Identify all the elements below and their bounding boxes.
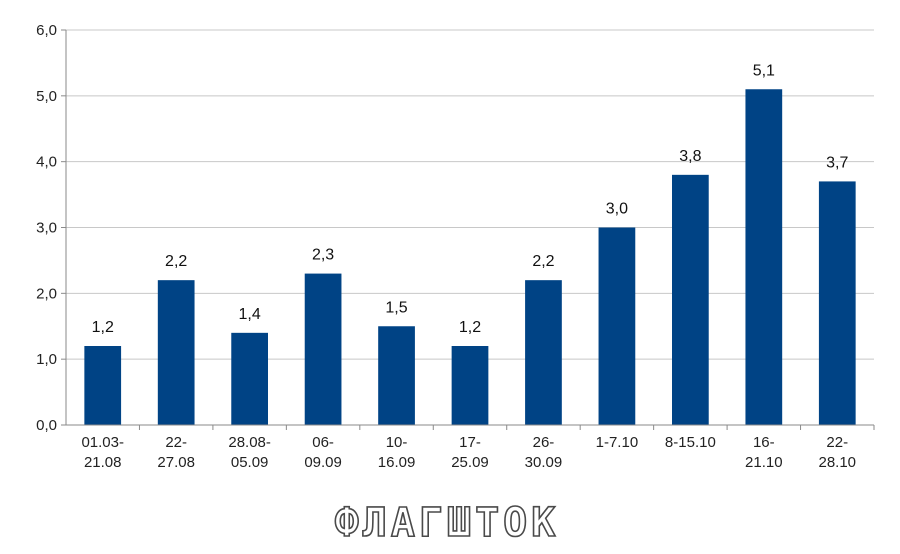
data-label: 2,2: [165, 253, 187, 270]
data-labels: 1,2 2,2 1,4 2,3 1,5 1,2 2,2 3,0 3,8 5,1 3,7: [92, 62, 849, 336]
y-tick-label: 1,0: [36, 351, 57, 368]
bars: [84, 89, 856, 425]
data-label: 5,1: [753, 62, 775, 79]
x-tick-label: 1-7.10: [596, 434, 639, 451]
data-label: 1,2: [92, 319, 114, 336]
x-tick-label: 28.08-05.09: [228, 434, 271, 471]
watermark-logo: ФЛАГШТОК: [335, 500, 560, 546]
bar: [818, 181, 856, 425]
data-label: 1,4: [239, 306, 261, 323]
y-tick-label: 3,0: [36, 220, 57, 237]
gridlines: [66, 29, 874, 360]
x-tick-label: 22-27.08: [157, 434, 195, 471]
bar: [745, 89, 783, 425]
data-label: 3,0: [606, 201, 628, 218]
bar: [84, 346, 122, 425]
data-label: 2,2: [532, 253, 554, 270]
data-label: 3,8: [679, 148, 701, 165]
data-label: 3,7: [826, 154, 848, 171]
x-tick-label: 22-28.10: [818, 434, 856, 471]
y-tick-label: 2,0: [36, 285, 57, 302]
bar: [451, 346, 489, 425]
bar: [525, 280, 562, 425]
y-tick-label: 4,0: [36, 154, 57, 171]
x-tick-label: 01.03-21.08: [81, 434, 124, 471]
data-label: 2,3: [312, 247, 334, 264]
x-tick-label: 16-21.10: [745, 434, 783, 471]
bar: [378, 326, 415, 425]
bar: [157, 280, 195, 425]
data-label: 1,5: [385, 299, 407, 316]
y-tick-label: 6,0: [36, 22, 57, 39]
x-tick-label: 10-16.09: [378, 434, 416, 471]
bar: [231, 332, 268, 425]
x-tick-label: 17-25.09: [451, 434, 489, 471]
bar: [304, 273, 342, 425]
x-tick-label: 26-30.09: [525, 434, 563, 471]
bar: [672, 174, 709, 425]
y-tick-label: 0,0: [36, 417, 57, 434]
x-tick-label: 8-15.10: [665, 434, 716, 451]
data-label: 1,2: [459, 319, 481, 336]
x-axis-ticks: 01.03-21.08 22-27.08 28.08-05.09 06-09.09 10…: [81, 425, 875, 471]
bar: [598, 227, 636, 425]
y-tick-label: 5,0: [36, 88, 57, 105]
x-tick-label: 06-09.09: [304, 434, 342, 471]
y-axis-ticks: 0,0 1,0 2,0 3,0 4,0 5,0 6,0: [36, 22, 66, 434]
